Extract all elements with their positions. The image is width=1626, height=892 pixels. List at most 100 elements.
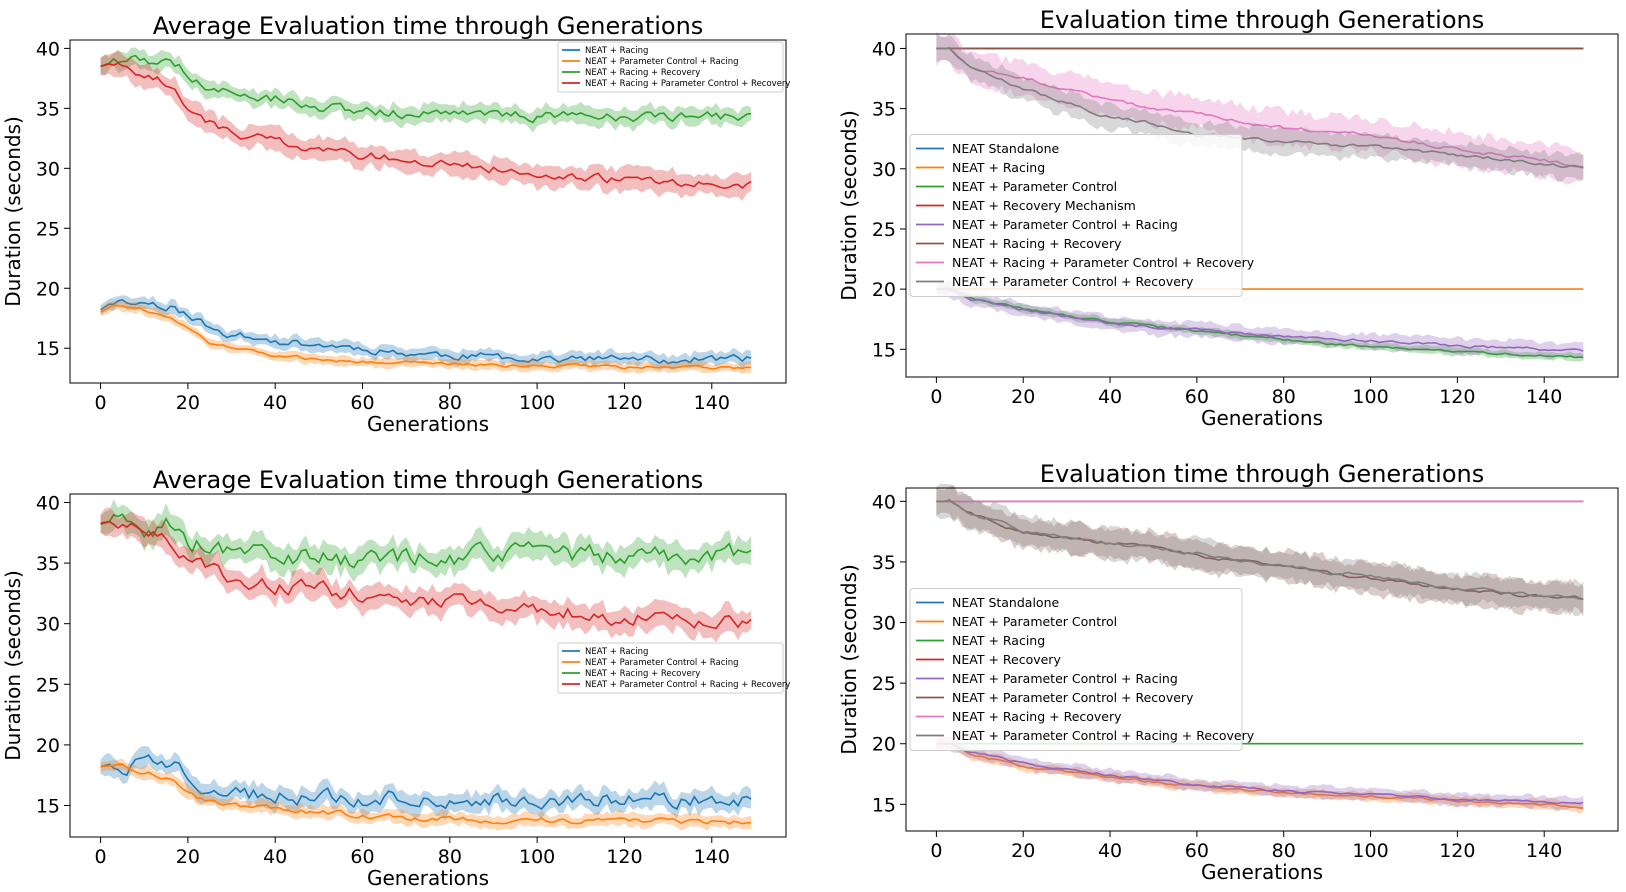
chart-3: Average Evaluation time through Generati… bbox=[1, 466, 790, 890]
x-tick-label: 40 bbox=[1098, 840, 1122, 862]
x-tick-label: 80 bbox=[1272, 840, 1296, 862]
y-tick-label: 40 bbox=[36, 492, 60, 514]
legend-label: NEAT + Parameter Control + Racing bbox=[585, 57, 739, 67]
plot-area bbox=[100, 47, 752, 375]
x-tick-label: 120 bbox=[606, 846, 642, 868]
x-tick-label: 0 bbox=[95, 846, 107, 868]
legend-box bbox=[557, 41, 784, 93]
series-band bbox=[100, 49, 752, 201]
series-line bbox=[936, 47, 1584, 169]
x-tick-label: 20 bbox=[176, 392, 200, 414]
legend-box bbox=[909, 588, 1243, 751]
series-band bbox=[100, 295, 752, 371]
series-line bbox=[100, 763, 752, 825]
series-line bbox=[100, 54, 752, 124]
axes-frame bbox=[905, 487, 1619, 832]
x-tick-label: 100 bbox=[519, 392, 555, 414]
series-line bbox=[100, 513, 752, 569]
series-line bbox=[100, 62, 752, 190]
legend-label: NEAT + Racing + Recovery bbox=[585, 669, 700, 679]
x-tick-label: 80 bbox=[438, 392, 462, 414]
axes-frame bbox=[69, 493, 787, 838]
series-line bbox=[936, 742, 1584, 809]
y-tick-label: 30 bbox=[36, 614, 60, 636]
series-band bbox=[936, 30, 1584, 185]
x-tick-label: 0 bbox=[930, 840, 942, 862]
legend-label: NEAT + Racing bbox=[952, 633, 1045, 648]
y-tick-label: 20 bbox=[36, 278, 60, 300]
x-tick-label: 120 bbox=[606, 392, 642, 414]
legend-label: NEAT + Parameter Control + Recovery bbox=[952, 274, 1194, 289]
chart-title: Average Evaluation time through Generati… bbox=[153, 12, 704, 40]
x-tick-label: 80 bbox=[1272, 386, 1296, 408]
x-axis-label: Generations bbox=[1201, 406, 1323, 430]
series-line bbox=[100, 304, 752, 370]
legend-label: NEAT + Racing bbox=[585, 46, 648, 56]
legend-label: NEAT + Parameter Control + Recovery bbox=[952, 690, 1194, 705]
legend-label: NEAT + Parameter Control bbox=[952, 179, 1117, 194]
x-tick-label: 100 bbox=[1352, 840, 1388, 862]
x-tick-label: 100 bbox=[519, 846, 555, 868]
x-tick-label: 60 bbox=[350, 392, 374, 414]
y-tick-label: 20 bbox=[872, 279, 896, 301]
legend-label: NEAT + Parameter Control + Racing bbox=[952, 217, 1178, 232]
chart-2: Evaluation time through Generations 0 20 40… bbox=[837, 6, 1619, 430]
series-line bbox=[936, 288, 1584, 352]
legend-label: NEAT + Racing + Recovery bbox=[952, 236, 1122, 251]
legend-label: NEAT + Parameter Control + Racing + Reco… bbox=[585, 680, 790, 690]
legend-label: NEAT + Racing + Parameter Control + Reco… bbox=[952, 255, 1255, 270]
series-line bbox=[100, 299, 752, 365]
y-tick-label: 30 bbox=[36, 158, 60, 180]
y-tick-label: 40 bbox=[36, 38, 60, 60]
y-tick-label: 25 bbox=[872, 673, 896, 695]
x-tick-label: 0 bbox=[95, 392, 107, 414]
y-tick-label: 25 bbox=[872, 219, 896, 241]
y-tick-label: 20 bbox=[36, 735, 60, 757]
x-tick-label: 60 bbox=[1185, 840, 1209, 862]
x-tick-label: 20 bbox=[1011, 386, 1035, 408]
x-tick-label: 60 bbox=[350, 846, 374, 868]
y-tick-label: 35 bbox=[872, 99, 896, 121]
legend-label: NEAT + Parameter Control bbox=[952, 614, 1117, 629]
x-tick-label: 20 bbox=[176, 846, 200, 868]
x-axis-label: Generations bbox=[367, 866, 489, 890]
x-tick-label: 140 bbox=[694, 846, 730, 868]
series-band bbox=[936, 736, 1584, 811]
x-tick-label: 60 bbox=[1185, 386, 1209, 408]
series-band bbox=[100, 300, 752, 375]
legend: NEAT Standalone NEAT + Racing NEAT + Param… bbox=[909, 134, 1255, 297]
plot-area bbox=[100, 499, 752, 831]
legend-label: NEAT + Parameter Control + Racing bbox=[585, 658, 739, 668]
y-tick-label: 40 bbox=[872, 38, 896, 60]
legend-label: NEAT + Recovery bbox=[952, 652, 1061, 667]
series-line bbox=[936, 287, 1584, 359]
y-tick-label: 20 bbox=[872, 734, 896, 756]
x-tick-label: 40 bbox=[263, 392, 287, 414]
y-tick-label: 15 bbox=[36, 795, 60, 817]
y-tick-label: 15 bbox=[36, 338, 60, 360]
y-tick-label: 35 bbox=[36, 98, 60, 120]
series-band bbox=[100, 758, 752, 831]
series-band bbox=[936, 284, 1584, 362]
x-tick-label: 140 bbox=[1526, 386, 1562, 408]
x-tick-label: 40 bbox=[1098, 386, 1122, 408]
chart-title: Average Evaluation time through Generati… bbox=[153, 466, 704, 494]
x-tick-label: 20 bbox=[1011, 840, 1035, 862]
y-tick-label: 35 bbox=[872, 552, 896, 574]
chart-title: Evaluation time through Generations bbox=[1040, 460, 1484, 488]
y-axis-label: Duration (seconds) bbox=[837, 564, 861, 755]
y-tick-label: 25 bbox=[36, 674, 60, 696]
y-tick-label: 40 bbox=[872, 491, 896, 513]
x-tick-label: 120 bbox=[1439, 386, 1475, 408]
series-line bbox=[936, 499, 1584, 601]
y-axis-label: Duration (seconds) bbox=[837, 110, 861, 301]
x-tick-label: 140 bbox=[694, 392, 730, 414]
y-axis-label: Duration (seconds) bbox=[1, 116, 25, 307]
series-band bbox=[936, 33, 1584, 182]
axes-frame bbox=[69, 39, 787, 384]
plot-area bbox=[936, 483, 1584, 814]
legend-label: NEAT Standalone bbox=[952, 141, 1059, 156]
